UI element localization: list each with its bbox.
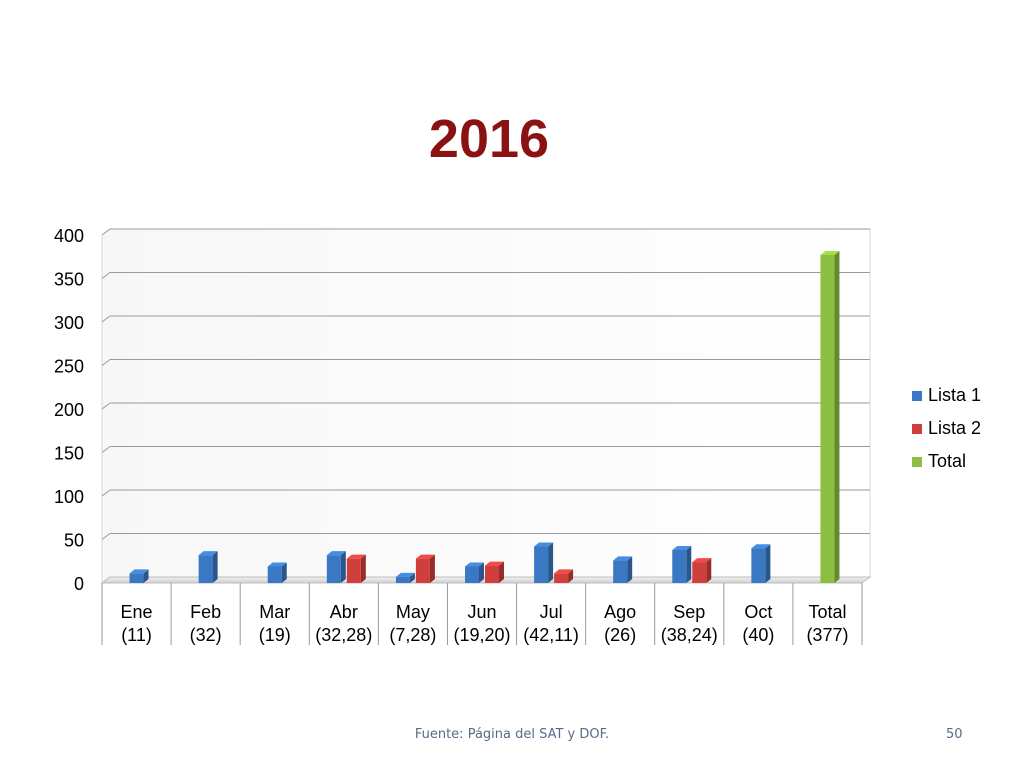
bars <box>129 251 840 583</box>
x-tick-sublabel: (26) <box>604 625 636 645</box>
x-tick-label: Sep <box>673 602 705 622</box>
gridline <box>101 489 111 497</box>
bar-lista-2-abr <box>346 554 366 583</box>
x-tick-sublabel: (32,28) <box>315 625 372 645</box>
bar-lista-2-sep <box>692 558 712 583</box>
bar-lista-1-ago <box>613 556 633 583</box>
gridline <box>101 315 111 323</box>
source-note: Fuente: Página del SAT y DOF. <box>414 727 610 742</box>
y-tick-label: 400 <box>54 226 84 246</box>
x-tick-sublabel: (19) <box>259 625 291 645</box>
x-tick-sublabel: (32) <box>190 625 222 645</box>
legend-label: Lista 1 <box>928 385 981 405</box>
legend-swatch <box>912 391 922 401</box>
gridline <box>101 402 111 410</box>
plot-wall <box>101 228 871 584</box>
bar-lista-2-jun <box>485 561 504 583</box>
page-number: 50 <box>946 727 963 742</box>
y-tick-label: 0 <box>74 574 84 594</box>
x-tick-label: Feb <box>190 602 221 622</box>
bar-lista-1-sep <box>672 545 692 583</box>
x-tick-sublabel: (11) <box>121 625 152 645</box>
x-tick-sublabel: (7,28) <box>389 625 436 645</box>
bar-lista-2-may <box>415 554 435 583</box>
gridline <box>101 359 111 366</box>
gridlines <box>101 228 870 540</box>
y-tick-label: 300 <box>54 313 84 333</box>
gridline <box>101 272 111 279</box>
legend-item-total: Total <box>912 451 966 471</box>
bar-lista-1-ene <box>129 569 149 583</box>
bar-lista-1-oct <box>751 544 771 583</box>
x-tick-sublabel: (42,11) <box>523 625 579 645</box>
chart-title: 2016 <box>428 109 550 169</box>
bar-total-total <box>820 251 840 583</box>
y-tick-label: 100 <box>54 487 84 507</box>
x-tick-label: Ago <box>604 602 636 622</box>
x-tick-label: Abr <box>330 602 358 622</box>
x-tick-label: Ene <box>121 602 153 622</box>
gridline <box>101 533 111 540</box>
x-tick-sublabel: (377) <box>806 625 848 645</box>
gridline <box>101 446 111 453</box>
legend-swatch <box>912 457 922 467</box>
bar-lista-1-jul <box>534 542 554 583</box>
y-tick-label: 150 <box>54 444 84 464</box>
x-tick-label: Jul <box>540 602 563 622</box>
bar-lista-1-abr <box>326 551 346 583</box>
legend-swatch <box>912 424 922 434</box>
bar-lista-2-jul <box>554 569 574 583</box>
x-tick-sublabel: (40) <box>742 625 774 645</box>
x-tick-label: Oct <box>744 602 772 622</box>
legend: Lista 1 Lista 2 Total <box>912 385 981 471</box>
y-tick-label: 200 <box>54 400 84 420</box>
x-tick-label: Total <box>808 602 846 622</box>
bar-lista-1-mar <box>267 562 287 583</box>
y-tick-label: 50 <box>64 531 84 551</box>
y-axis-ticks: 0 50 100 150 200 250 300 350 400 <box>54 226 84 594</box>
bar-lista-1-jun <box>465 562 484 583</box>
x-axis-ticks: Ene (11) Feb (32) Mar (19) Abr (32,28) May (7,28)… <box>101 583 863 645</box>
plot-background <box>100 228 872 584</box>
gridline <box>101 228 111 236</box>
x-tick-sublabel: (19,20) <box>453 625 510 645</box>
legend-item-lista-1: Lista 1 <box>912 385 981 405</box>
x-tick-sublabel: (38,24) <box>661 625 718 645</box>
x-tick-label: Mar <box>259 602 290 622</box>
y-tick-label: 250 <box>54 357 84 377</box>
legend-item-lista-2: Lista 2 <box>912 418 981 438</box>
bar-lista-1-feb <box>198 551 218 583</box>
x-tick-label: Jun <box>467 602 496 622</box>
x-tick-label: May <box>396 602 430 622</box>
y-tick-label: 350 <box>54 270 84 290</box>
legend-label: Lista 2 <box>928 418 981 438</box>
legend-label: Total <box>928 451 966 471</box>
bar-lista-1-may <box>395 572 415 583</box>
